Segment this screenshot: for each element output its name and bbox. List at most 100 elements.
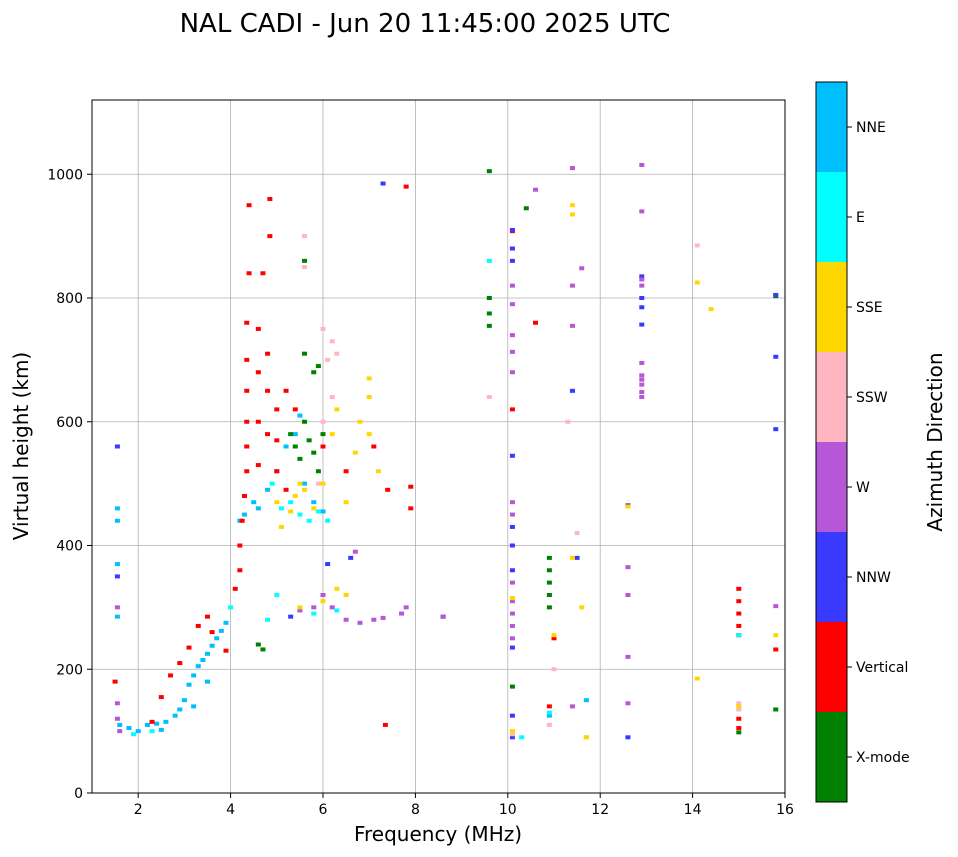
data-point-w <box>509 283 515 288</box>
data-point-w <box>509 370 515 375</box>
data-point-vertical <box>244 444 250 449</box>
data-point-sse <box>320 599 326 604</box>
data-point-w <box>380 615 386 620</box>
data-point-nne <box>223 620 229 625</box>
data-point-vertical <box>232 586 238 591</box>
data-point-nne <box>144 722 150 727</box>
colorbar-tick-label: W <box>856 480 870 496</box>
data-point-e <box>486 258 492 263</box>
data-point-sse <box>343 593 349 597</box>
data-point-vertical <box>168 673 174 678</box>
y-tick-label: 0 <box>74 786 83 802</box>
data-point-vertical <box>736 623 742 628</box>
data-point-sse <box>551 633 557 638</box>
x-tick-label: 2 <box>134 802 143 818</box>
data-point-x-mode <box>302 419 308 424</box>
data-point-sse <box>366 395 372 399</box>
data-point-nnw <box>509 524 515 529</box>
data-point-e <box>736 633 742 638</box>
data-point-w <box>625 593 631 597</box>
data-point-vertical <box>267 197 273 201</box>
data-point-w <box>509 500 515 505</box>
data-point-nne <box>163 719 169 724</box>
data-point-w <box>403 605 409 610</box>
data-point-nnw <box>625 735 631 740</box>
data-point-x-mode <box>302 258 308 263</box>
data-point-ssw <box>315 481 321 486</box>
data-point-vertical <box>736 599 742 604</box>
data-point-nne <box>302 481 308 486</box>
data-point-w <box>625 565 631 570</box>
data-point-e <box>334 608 340 613</box>
data-point-nne <box>265 487 271 492</box>
data-point-nne <box>205 679 210 684</box>
data-point-sse <box>569 555 575 560</box>
data-point-w <box>357 620 363 625</box>
colorbar-segment-x-mode <box>816 712 847 802</box>
colorbar-segment-w <box>816 442 847 532</box>
data-point-w <box>639 373 645 378</box>
data-point-vertical <box>244 419 250 424</box>
data-point-vertical <box>239 518 245 523</box>
data-point-w <box>320 593 326 597</box>
x-tick-label: 8 <box>411 802 420 818</box>
data-point-nne <box>191 673 197 678</box>
data-point-x-mode <box>486 323 492 328</box>
data-point-x-mode <box>315 469 321 474</box>
data-point-x-mode <box>736 730 742 735</box>
data-point-vertical <box>385 487 391 492</box>
data-point-vertical <box>244 388 250 393</box>
data-point-e <box>311 611 317 616</box>
data-point-w <box>509 623 515 628</box>
x-tick-label: 16 <box>776 802 794 818</box>
y-tick-label: 800 <box>56 291 83 307</box>
data-point-ssw <box>334 351 340 356</box>
data-point-w <box>399 611 405 616</box>
data-point-e <box>274 593 280 597</box>
data-point-vertical <box>736 716 742 721</box>
data-point-ssw <box>302 265 308 270</box>
data-point-vertical <box>177 661 183 666</box>
data-point-w <box>509 302 515 307</box>
colorbar-tick-label: E <box>856 210 865 226</box>
data-point-vertical <box>546 704 552 709</box>
data-point-nnw <box>114 574 120 579</box>
data-point-w <box>114 701 120 706</box>
data-point-vertical <box>255 326 261 331</box>
data-point-vertical <box>371 444 377 449</box>
colorbar-tick-label: SSW <box>856 390 888 406</box>
data-point-e <box>306 518 312 523</box>
data-point-w <box>639 395 645 399</box>
data-point-nnw <box>509 227 515 232</box>
data-point-nnw <box>639 305 645 310</box>
data-point-nne <box>255 506 261 511</box>
data-point-nnw <box>509 713 515 718</box>
data-point-e <box>546 710 552 715</box>
data-point-x-mode <box>311 370 317 375</box>
data-point-x-mode <box>306 438 312 443</box>
data-point-w <box>639 377 645 382</box>
data-point-sse <box>274 500 280 505</box>
data-point-nnw <box>639 322 645 327</box>
data-point-w <box>625 701 631 706</box>
data-point-x-mode <box>311 450 317 455</box>
data-point-nne <box>191 704 197 709</box>
data-point-nnw <box>773 292 779 297</box>
data-point-nne <box>297 413 303 418</box>
data-point-nne <box>205 651 210 656</box>
data-point-nnw <box>380 181 386 186</box>
data-point-w <box>639 277 645 282</box>
y-axis-label: Virtual height (km) <box>9 352 33 541</box>
data-point-ssw <box>486 395 492 399</box>
data-point-x-mode <box>546 580 552 585</box>
data-point-vertical <box>274 407 280 412</box>
data-point-sse <box>366 432 372 437</box>
data-point-nne <box>200 657 206 662</box>
data-point-vertical <box>260 271 266 276</box>
data-point-vertical <box>267 234 273 239</box>
data-point-ssw <box>509 732 515 737</box>
data-point-vertical <box>736 586 742 591</box>
data-point-sse <box>320 481 326 486</box>
data-point-w <box>639 360 645 365</box>
data-point-vertical <box>223 648 229 653</box>
